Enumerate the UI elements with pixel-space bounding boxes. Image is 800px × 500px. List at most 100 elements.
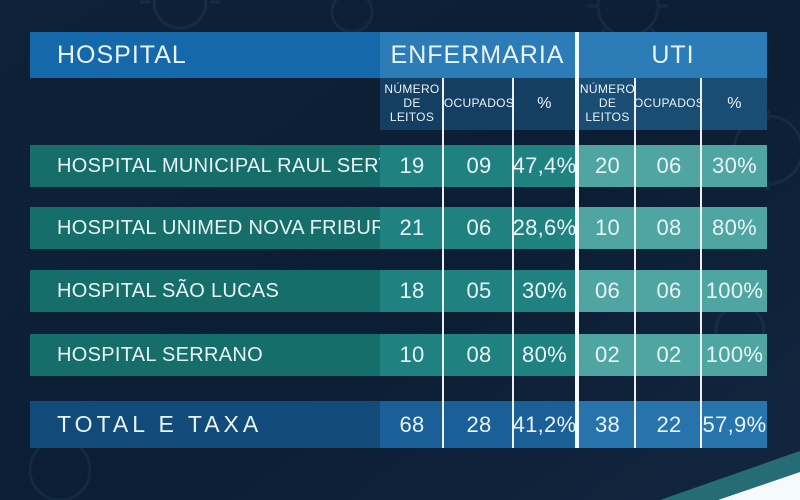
row-1-uti-ocupados: 08	[636, 207, 702, 249]
row-2-uti-pct: 100%	[702, 270, 767, 312]
hospital-name-label: HOSPITAL UNIMED NOVA FRIBURGO	[57, 216, 418, 239]
value-label: 02	[594, 342, 621, 367]
header-hospital-label: HOSPITAL	[57, 40, 187, 69]
row-2-hospital-name: HOSPITAL SÃO LUCAS	[30, 270, 380, 312]
subheader-enf-percent-label: %	[537, 94, 552, 112]
row-3-uti-ocupados: 02	[636, 334, 702, 376]
value-label: 41,2%	[512, 411, 577, 437]
row-0-enf-pct: 47,4%	[512, 145, 577, 187]
value-label: 19	[399, 153, 425, 178]
value-label: 100%	[705, 342, 764, 367]
row-3-enf-pct: 80%	[514, 334, 575, 376]
subheader-enf-leitos-label: NÚMERO DE LEITOS	[380, 82, 444, 124]
section-divider-enfermaria-uti	[575, 32, 579, 448]
value-label: 10	[399, 342, 425, 367]
row-1-enf-pct: 28,6%	[512, 207, 577, 249]
value-label: 02	[656, 342, 682, 367]
subheader-enf-ocupados: OCUPADOS	[444, 78, 514, 130]
value-label: 68	[399, 411, 425, 437]
subheader-enf-ocupados-label: OCUPADOS	[443, 96, 515, 111]
row-2-uti-ocupados: 06	[636, 270, 702, 312]
value-label: 28	[466, 411, 492, 437]
total-enf-leitos: 68	[380, 401, 444, 448]
subheader-text-line1: NÚMERO	[384, 82, 440, 97]
hospital-name-label: HOSPITAL MUNICIPAL RAUL SERTÃ	[57, 154, 405, 177]
row-0-uti-ocupados: 06	[636, 145, 702, 187]
value-label: 22	[656, 411, 682, 437]
row-3-uti-pct: 100%	[702, 334, 767, 376]
header-uti-label: UTI	[651, 40, 695, 69]
row-3-hospital-name: HOSPITAL SERRANO	[30, 334, 380, 376]
value-label: 30%	[522, 278, 567, 303]
subheader-uti-percent: %	[702, 78, 767, 130]
subheader-text-line2: DE LEITOS	[585, 96, 630, 124]
value-label: 38	[594, 411, 621, 437]
row-2-uti-leitos: 06	[579, 270, 636, 312]
header-enfermaria: ENFERMARIA	[380, 32, 575, 78]
subheader-uti-leitos-label: NÚMERO DE LEITOS	[579, 82, 636, 124]
column-divider	[442, 78, 444, 448]
row-0-enf-leitos: 19	[380, 145, 444, 187]
row-3-enf-leitos: 10	[380, 334, 444, 376]
row-1-uti-leitos: 10	[579, 207, 636, 249]
row-2-enf-ocupados: 05	[444, 270, 514, 312]
value-label: 18	[399, 278, 425, 303]
value-label: 10	[594, 215, 621, 240]
row-0-uti-leitos: 20	[579, 145, 636, 187]
row-3-uti-leitos: 02	[579, 334, 636, 376]
value-label: 06	[594, 278, 621, 303]
header-uti: UTI	[579, 32, 767, 78]
corner-white-triangle	[718, 472, 800, 500]
value-label: 80%	[712, 215, 757, 240]
value-label: 09	[466, 153, 492, 178]
value-label: 20	[594, 153, 621, 178]
row-1-enf-leitos: 21	[380, 207, 444, 249]
subheader-uti-leitos: NÚMERO DE LEITOS	[579, 78, 636, 130]
row-0-enf-ocupados: 09	[444, 145, 514, 187]
total-uti-ocupados: 22	[636, 401, 702, 448]
hospital-name-label: HOSPITAL SÃO LUCAS	[57, 279, 280, 302]
row-2-enf-leitos: 18	[380, 270, 444, 312]
value-label: 100%	[705, 278, 764, 303]
column-divider	[700, 78, 702, 448]
hospital-name-label: HOSPITAL SERRANO	[57, 343, 263, 366]
total-enf-pct: 41,2%	[512, 401, 577, 448]
total-uti-leitos: 38	[579, 401, 636, 448]
value-label: 28,6%	[512, 215, 577, 240]
row-1-uti-pct: 80%	[702, 207, 767, 249]
subheader-uti-percent-label: %	[727, 94, 742, 112]
subheader-text-line1: NÚMERO	[579, 82, 636, 97]
value-label: 57,9%	[702, 411, 767, 437]
column-divider	[634, 78, 636, 448]
header-hospital: HOSPITAL	[30, 32, 380, 78]
value-label: 06	[466, 215, 492, 240]
value-label: 06	[656, 278, 682, 303]
subheader-text-line2: DE LEITOS	[389, 96, 435, 124]
header-enfermaria-label: ENFERMARIA	[390, 40, 565, 69]
total-label: TOTAL E TAXA	[57, 411, 263, 437]
row-1-hospital-name: HOSPITAL UNIMED NOVA FRIBURGO	[30, 207, 417, 249]
subheader-uti-ocupados-label: OCUPADOS	[633, 96, 705, 111]
value-label: 05	[466, 278, 492, 303]
value-label: 08	[466, 342, 492, 367]
subheader-enf-leitos: NÚMERO DE LEITOS	[380, 78, 444, 130]
corner-teal-stripe	[660, 451, 800, 500]
value-label: 80%	[522, 342, 567, 367]
value-label: 08	[656, 215, 682, 240]
value-label: 30%	[712, 153, 757, 178]
column-divider	[512, 78, 514, 448]
value-label: 06	[656, 153, 682, 178]
value-label: 47,4%	[512, 153, 577, 178]
subheader-uti-ocupados: OCUPADOS	[633, 78, 705, 130]
total-row-label: TOTAL E TAXA	[30, 401, 380, 448]
total-uti-pct: 57,9%	[702, 401, 767, 448]
row-3-enf-ocupados: 08	[444, 334, 514, 376]
row-0-uti-pct: 30%	[702, 145, 767, 187]
row-1-enf-ocupados: 06	[444, 207, 514, 249]
row-0-hospital-name: HOSPITAL MUNICIPAL RAUL SERTÃ	[30, 145, 404, 187]
value-label: 21	[399, 215, 425, 240]
total-enf-ocupados: 28	[444, 401, 514, 448]
subheader-enf-percent: %	[514, 78, 575, 130]
row-2-enf-pct: 30%	[514, 270, 575, 312]
